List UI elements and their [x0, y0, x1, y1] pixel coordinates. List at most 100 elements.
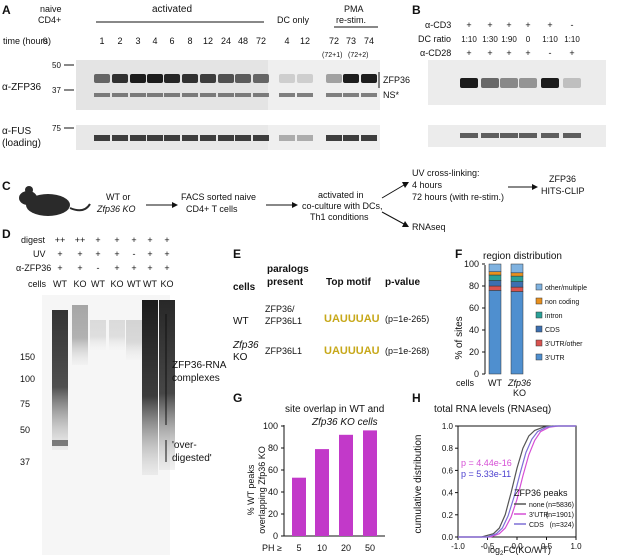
time-label-8: 24	[221, 36, 231, 46]
d-digest-2: +	[95, 235, 100, 245]
f-tick-label-60: 60	[469, 303, 479, 313]
f-legend-swatch-5	[535, 353, 543, 361]
h-pvalue-2: p = 5.33e-11	[461, 469, 511, 479]
f-bar-1-5	[510, 263, 524, 274]
f-legend-label-1: non coding	[545, 299, 579, 306]
e-header-pvalue: p-value	[385, 277, 420, 288]
e-row2-motif-logo: UAUUUAU	[324, 345, 380, 357]
zfp36-band-11	[279, 74, 295, 83]
f-bar-1-4	[510, 272, 524, 277]
f-legend-swatch-3	[535, 325, 543, 333]
ns-band-11	[279, 93, 295, 97]
f-bar-0-0	[488, 290, 502, 375]
f-bar-label-wt: WT	[488, 378, 502, 388]
time-label-13: 72	[329, 36, 339, 46]
ns-band-7	[200, 93, 216, 97]
b-cd28-4: -	[549, 48, 552, 58]
f-legend-label-5: 3'UTR	[545, 355, 565, 362]
e-row2-pvalue: (p=1e-268)	[385, 346, 429, 356]
e-row1-paralog-2: ZFP36L1	[265, 316, 302, 326]
f-ylabel: % of sites	[454, 316, 465, 359]
f-bar-label-ko-2: KO	[513, 388, 526, 398]
h-legend-name-1: 3'UTR	[529, 512, 549, 519]
zfp36-band-3	[130, 74, 146, 83]
ns-band-9	[235, 93, 251, 97]
zfp36-band-4	[147, 74, 163, 83]
pma-label: PMA	[344, 4, 364, 14]
zfp36-band-13	[326, 74, 342, 83]
fus-band-8	[218, 135, 234, 141]
time-label-9: 48	[238, 36, 248, 46]
g-y-ticks: 0 20 40 60 80 100	[263, 421, 284, 541]
f-bar-1-3	[510, 275, 524, 282]
activated-in-label: activated in	[318, 190, 364, 200]
h-legend-name-2: CDS	[529, 522, 544, 529]
f-tick-label-40: 40	[469, 325, 479, 335]
band-ns-label: NS*	[383, 90, 400, 100]
f-bar-0-3	[488, 274, 502, 281]
b-cd28-1: +	[487, 48, 492, 58]
d-cells-4: WT	[127, 279, 141, 289]
h-cdf-CDS	[458, 425, 576, 538]
d-digest-4: +	[131, 235, 136, 245]
b-cd28-3: +	[525, 48, 530, 58]
b-cd3-2: +	[506, 20, 511, 30]
b-dc-3: 0	[526, 35, 531, 44]
time-labels: 0 1 2 3 4 6 8 12 24 48 72 4 12 72 73 74	[42, 36, 374, 46]
d-digest-5: +	[147, 235, 152, 245]
uv-crosslink-label: UV cross-linking:	[412, 168, 480, 178]
panel-h-letter: H	[412, 391, 421, 405]
d-uv-0: +	[57, 249, 62, 259]
time-label: time (hours)	[3, 36, 51, 46]
blot-b-zfp36	[428, 60, 606, 105]
d-digest-6: +	[164, 235, 169, 245]
zfp36-band-12	[297, 74, 313, 83]
complex-label-2: complexes	[172, 373, 220, 384]
b-cd28-5: +	[569, 48, 574, 58]
d-ab-0: +	[57, 263, 62, 273]
fus-band-3	[130, 135, 146, 141]
naive-label: naive	[40, 4, 62, 14]
d-lane-smear-6	[159, 300, 175, 470]
b-fus-band-4	[541, 133, 559, 138]
d-lane-smear-2	[90, 320, 106, 350]
time-label-2: 2	[117, 36, 122, 46]
h-pvalue-1: p = 4.44e-16	[461, 458, 512, 468]
f-legend-label-4: 3'UTR/other	[545, 341, 583, 348]
f-y-ticks: 0 20 40 60 80 100	[464, 259, 485, 379]
e-header-present: present	[267, 277, 304, 288]
ns-band-2	[112, 93, 128, 97]
blot-b-zfp36-bands	[460, 78, 581, 88]
time-label-12: 12	[300, 36, 310, 46]
g-xlabel-5: 5	[296, 543, 301, 553]
g-bars: 5 10 20 50	[292, 430, 377, 553]
fus-band-9	[235, 135, 251, 141]
fus-band-5	[164, 135, 180, 141]
b-zfp36-band-0	[460, 78, 478, 88]
facs-label-2: CD4+ T cells	[186, 204, 238, 214]
f-bar-0-1	[488, 285, 502, 291]
th1-label: Th1 conditions	[310, 212, 369, 222]
b-zfp36-band-3	[519, 78, 537, 88]
b-dc-5: 1:10	[564, 35, 580, 44]
time-label-1: 1	[99, 36, 104, 46]
g-ylabel-1: % WT peaks	[246, 464, 256, 515]
d-lane-smear-5	[142, 300, 158, 475]
e-row2-cells-ko: KO	[233, 352, 248, 363]
wt-or-label: WT or	[106, 192, 130, 202]
ns-band-3	[130, 93, 146, 97]
zfp36-band-8	[218, 74, 234, 83]
b-zfp36-band-2	[500, 78, 518, 88]
h-ytick-label-0.6: 0.6	[442, 466, 454, 475]
h-legend-n-0: (n=5836)	[546, 502, 574, 509]
b-dc-1: 1:30	[482, 35, 498, 44]
ns-band-6	[182, 93, 198, 97]
fus-band-13	[326, 135, 342, 141]
h-cdf-3'UTR	[458, 425, 576, 538]
fus-band-14	[343, 135, 359, 141]
d-ab-1: +	[77, 263, 82, 273]
zfp36-band-1	[94, 74, 110, 83]
f-title: region distribution	[483, 251, 562, 262]
g-xlabel-10: 10	[317, 543, 327, 553]
